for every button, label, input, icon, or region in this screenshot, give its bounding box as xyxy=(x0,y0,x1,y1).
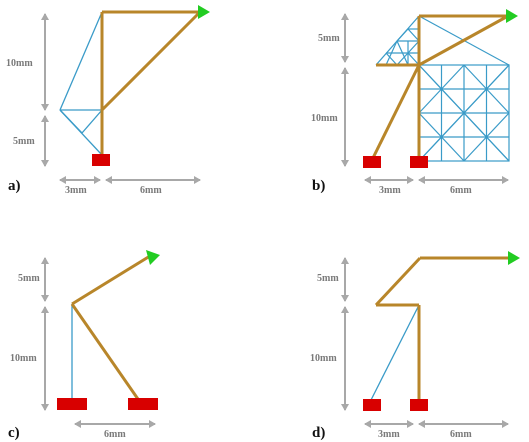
load-arrow-b xyxy=(506,9,518,23)
load-arrow-d xyxy=(508,251,520,265)
panel-label-a: a) xyxy=(8,178,21,194)
panel-c: 5mm 10mm 6mm c) xyxy=(8,250,160,441)
thin-members-d xyxy=(369,304,420,403)
thick-members-d xyxy=(374,256,510,402)
dim-label-b-bottom: 10mm xyxy=(311,113,338,124)
support-a xyxy=(92,154,110,166)
support-b-right xyxy=(410,156,428,168)
panel-label-b: b) xyxy=(312,178,325,194)
support-c-right xyxy=(128,398,158,410)
panel-d: 5mm 10mm 3mm 6mm d) xyxy=(310,251,520,441)
dim-label-a-right: 6mm xyxy=(140,185,162,196)
thin-members-a xyxy=(59,11,103,156)
support-d-right xyxy=(410,399,428,411)
dim-label-d-right: 6mm xyxy=(450,429,472,440)
panel-b: 5mm 10mm 3mm 6mm b) xyxy=(311,9,518,196)
dim-label-a-left: 3mm xyxy=(65,185,87,196)
support-c-left xyxy=(57,398,87,410)
panel-label-c: c) xyxy=(8,425,20,441)
thick-members-a xyxy=(100,10,202,155)
thin-members-b xyxy=(375,15,510,162)
panel-a: 10mm 5mm 3mm 6mm a) xyxy=(6,5,210,196)
support-d-left xyxy=(363,399,381,411)
dim-label-d-bottom: 10mm xyxy=(310,353,337,364)
panel-label-d: d) xyxy=(312,425,325,441)
dim-label-a-bottom: 5mm xyxy=(13,136,35,147)
dim-label-b-left: 3mm xyxy=(379,185,401,196)
dim-label-d-top: 5mm xyxy=(317,273,339,284)
thick-members-b xyxy=(370,14,509,161)
dim-label-c-bottom: 10mm xyxy=(10,353,37,364)
dim-label-b-top: 5mm xyxy=(318,33,340,44)
dim-label-a-top: 10mm xyxy=(6,58,33,69)
load-arrow-a xyxy=(198,5,210,19)
dim-label-c-span: 6mm xyxy=(104,429,126,440)
dim-label-c-top: 5mm xyxy=(18,273,40,284)
support-b-left xyxy=(363,156,381,168)
dim-label-b-right: 6mm xyxy=(450,185,472,196)
dim-label-d-left: 3mm xyxy=(378,429,400,440)
thick-members-c xyxy=(70,254,151,403)
load-arrow-c xyxy=(146,250,160,265)
